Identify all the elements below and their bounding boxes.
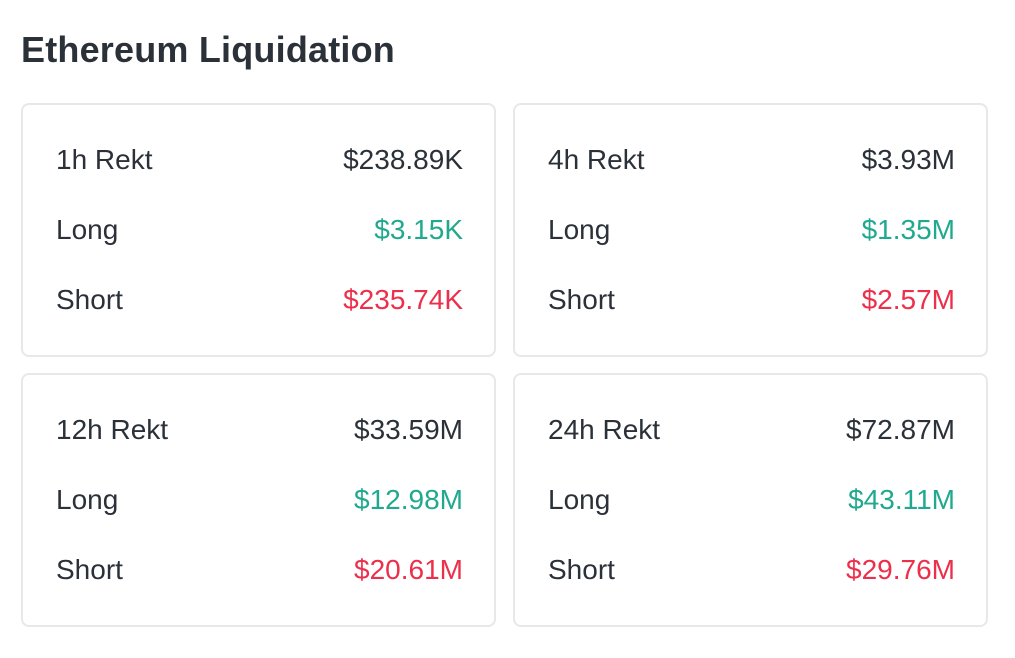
long-label: Long: [548, 484, 611, 515]
short-label: Short: [548, 284, 615, 315]
long-row: Long $12.98M: [56, 465, 463, 535]
period-label: 24h Rekt: [548, 414, 661, 445]
long-value: $12.98M: [354, 484, 463, 515]
total-row: 24h Rekt $72.87M: [548, 395, 955, 465]
long-row: Long $3.15K: [56, 195, 463, 265]
short-row: Short $235.74K: [56, 265, 463, 335]
short-row: Short $20.61M: [56, 535, 463, 605]
short-row: Short $2.57M: [548, 265, 955, 335]
total-row: 12h Rekt $33.59M: [56, 395, 463, 465]
long-label: Long: [548, 214, 611, 245]
total-value: $238.89K: [343, 144, 463, 175]
short-value: $20.61M: [354, 554, 463, 585]
long-row: Long $43.11M: [548, 465, 955, 535]
short-value: $235.74K: [343, 284, 463, 315]
long-label: Long: [56, 214, 119, 245]
period-label: 12h Rekt: [56, 414, 169, 445]
long-row: Long $1.35M: [548, 195, 955, 265]
short-label: Short: [548, 554, 615, 585]
liquidation-card-4h: 4h Rekt $3.93M Long $1.35M Short $2.57M: [513, 103, 988, 357]
short-label: Short: [56, 554, 123, 585]
total-row: 4h Rekt $3.93M: [548, 125, 955, 195]
long-label: Long: [56, 484, 119, 515]
short-row: Short $29.76M: [548, 535, 955, 605]
liquidation-card-24h: 24h Rekt $72.87M Long $43.11M Short $29.…: [513, 373, 988, 627]
short-value: $29.76M: [846, 554, 955, 585]
total-value: $72.87M: [846, 414, 955, 445]
liquidation-grid: 1h Rekt $238.89K Long $3.15K Short $235.…: [21, 103, 988, 627]
short-label: Short: [56, 284, 123, 315]
total-value: $3.93M: [861, 144, 955, 175]
page-title: Ethereum Liquidation: [21, 29, 396, 70]
period-label: 1h Rekt: [56, 144, 153, 175]
short-value: $2.57M: [861, 284, 955, 315]
total-row: 1h Rekt $238.89K: [56, 125, 463, 195]
long-value: $1.35M: [861, 214, 955, 245]
long-value: $43.11M: [848, 484, 955, 515]
long-value: $3.15K: [374, 214, 463, 245]
liquidation-card-1h: 1h Rekt $238.89K Long $3.15K Short $235.…: [21, 103, 496, 357]
period-label: 4h Rekt: [548, 144, 645, 175]
total-value: $33.59M: [354, 414, 463, 445]
liquidation-card-12h: 12h Rekt $33.59M Long $12.98M Short $20.…: [21, 373, 496, 627]
